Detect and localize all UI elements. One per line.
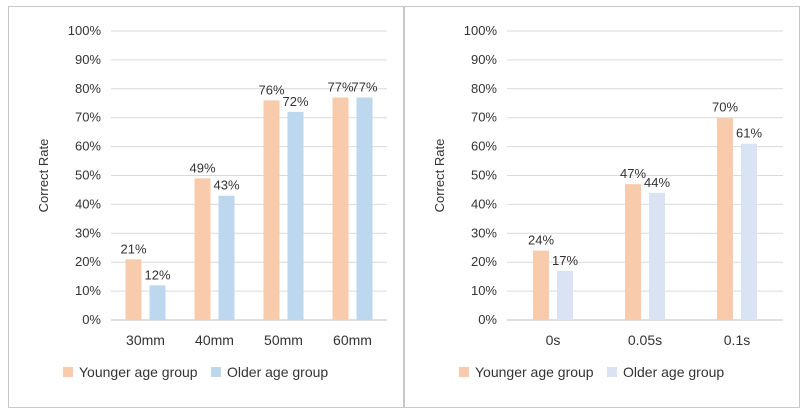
bar-younger — [717, 117, 733, 320]
data-label: 76% — [258, 82, 284, 97]
y-tick-label: 60% — [75, 139, 101, 154]
chart-svg-left: 0% 10% 20% 30% 40% 50% 60% 70% 80% 90% 100% Correct… — [36, 23, 387, 380]
y-axis-title: Correct Rate — [432, 139, 447, 213]
y-tick-label: 30% — [471, 225, 497, 240]
data-label: 77% — [351, 79, 377, 94]
bar-younger — [194, 178, 211, 320]
y-tick-label: 40% — [471, 196, 497, 211]
y-tick-label: 80% — [471, 81, 497, 96]
y-tick-label: 0% — [478, 312, 497, 327]
legend-label: Younger age group — [475, 364, 594, 380]
y-tick-label: 20% — [75, 254, 101, 269]
bar-younger — [332, 97, 349, 320]
data-label: 43% — [213, 178, 239, 193]
legend-swatch — [459, 367, 469, 377]
x-tick-label: 0s — [546, 332, 561, 348]
data-label: 12% — [144, 267, 170, 282]
y-tick-label: 90% — [471, 52, 497, 67]
bar-younger — [533, 250, 549, 320]
data-label: 44% — [644, 175, 670, 190]
y-tick-label: 30% — [75, 225, 101, 240]
bar-older — [557, 270, 573, 320]
data-label: 47% — [620, 166, 646, 181]
y-tick-label: 50% — [471, 168, 497, 183]
bar-older — [149, 285, 166, 320]
y-tick-label: 10% — [75, 283, 101, 298]
y-tick-label: 100% — [464, 23, 498, 38]
chart-panel-left: 0% 10% 20% 30% 40% 50% 60% 70% 80% 90% 100% Correct… — [8, 6, 404, 408]
data-label: 49% — [189, 160, 215, 175]
data-label: 21% — [120, 241, 146, 256]
bar-older — [218, 195, 235, 320]
y-tick-label: 90% — [75, 52, 101, 67]
legend-label: Older age group — [227, 364, 328, 380]
data-label: 70% — [712, 100, 738, 115]
bar-older — [649, 192, 665, 320]
y-tick-label: 70% — [75, 110, 101, 125]
legend-label: Older age group — [623, 364, 724, 380]
x-tick-label: 0.05s — [628, 332, 662, 348]
x-tick-label: 0.1s — [724, 332, 750, 348]
bar-younger — [125, 259, 142, 320]
data-label: 61% — [736, 126, 762, 141]
y-tick-label: 40% — [75, 196, 101, 211]
bar-older — [287, 111, 304, 320]
y-tick-label: 0% — [82, 312, 101, 327]
y-tick-label: 50% — [75, 168, 101, 183]
data-label: 24% — [528, 233, 554, 248]
y-tick-label: 10% — [471, 283, 497, 298]
x-tick-label: 30mm — [126, 332, 165, 348]
bar-younger — [625, 184, 641, 320]
data-label: 17% — [552, 253, 578, 268]
chart-panel-right: 0% 10% 20% 30% 40% 50% 60% 70% 80% 90% 100% Correct… — [404, 6, 800, 408]
chart-svg-right: 0% 10% 20% 30% 40% 50% 60% 70% 80% 90% 100% Correct… — [432, 23, 783, 380]
bar-older — [356, 97, 373, 320]
x-tick-label: 50mm — [264, 332, 303, 348]
legend-swatch — [63, 367, 73, 377]
bar-older — [741, 143, 757, 320]
y-tick-label: 20% — [471, 254, 497, 269]
x-tick-label: 40mm — [195, 332, 234, 348]
data-label: 72% — [282, 94, 308, 109]
data-label: 77% — [327, 79, 353, 94]
legend-label: Younger age group — [79, 364, 198, 380]
y-axis-title: Correct Rate — [36, 139, 51, 213]
y-tick-label: 70% — [471, 110, 497, 125]
legend-swatch — [607, 367, 617, 377]
y-tick-label: 80% — [75, 81, 101, 96]
y-tick-label: 100% — [68, 23, 102, 38]
x-tick-label: 60mm — [333, 332, 372, 348]
bar-younger — [263, 100, 280, 320]
legend-swatch — [211, 367, 221, 377]
y-tick-label: 60% — [471, 139, 497, 154]
